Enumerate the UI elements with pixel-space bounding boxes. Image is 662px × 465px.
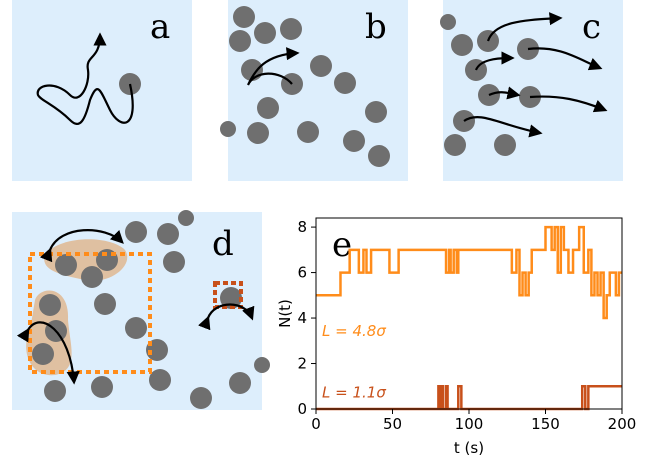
- x-tick-label: 150: [531, 415, 560, 433]
- panel-label: c: [582, 7, 601, 47]
- step-line: [316, 227, 622, 318]
- panel-d: d: [12, 210, 270, 410]
- panel-b: b: [220, 0, 408, 181]
- panel-a: a: [12, 0, 192, 181]
- series-label: L = 4.8σ: [322, 322, 386, 340]
- x-tick-label: 100: [455, 415, 484, 433]
- y-tick-label: 2: [297, 355, 307, 373]
- panel-label: a: [150, 7, 170, 47]
- x-tick-label: 200: [608, 415, 637, 433]
- x-axis-label: t (s): [454, 439, 484, 457]
- x-tick-label: 50: [383, 415, 402, 433]
- y-tick-label: 4: [297, 309, 307, 327]
- y-tick-label: 6: [297, 264, 307, 282]
- panel-label: b: [365, 7, 387, 47]
- figure: a b c d e L = 4.8σL = 1.1σ05010015020002…: [0, 0, 662, 461]
- y-tick-label: 8: [297, 218, 307, 236]
- y-axis-label: N(t): [276, 299, 294, 328]
- axes-frame: [316, 218, 622, 409]
- panel-c: c: [440, 0, 623, 181]
- panel-label: d: [212, 224, 234, 264]
- y-tick-label: 0: [297, 400, 307, 418]
- series-label: L = 1.1σ: [322, 384, 386, 402]
- x-tick-label: 0: [311, 415, 321, 433]
